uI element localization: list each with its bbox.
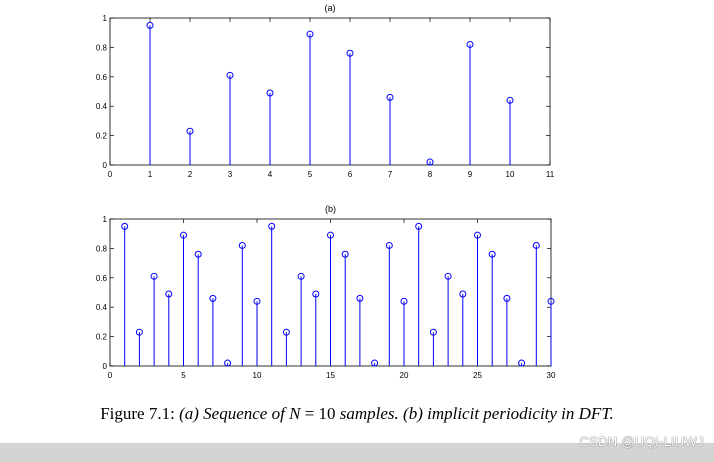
stem-marker bbox=[180, 231, 187, 239]
y-tick-label: 0.6 bbox=[96, 73, 108, 82]
stem-marker bbox=[194, 250, 202, 258]
stem-marker bbox=[385, 241, 393, 249]
x-tick-label: 9 bbox=[468, 170, 473, 179]
x-tick-label: 3 bbox=[228, 170, 233, 179]
stem-marker bbox=[306, 30, 314, 38]
stem-marker bbox=[224, 359, 232, 367]
x-tick-label: 0 bbox=[108, 371, 113, 380]
x-tick-label: 6 bbox=[348, 170, 353, 179]
stem-marker bbox=[282, 328, 290, 336]
stem-marker bbox=[466, 40, 474, 48]
y-tick-label: 0.2 bbox=[96, 333, 108, 342]
x-tick-label: 15 bbox=[326, 371, 335, 380]
caption-label: Figure 7.1: bbox=[100, 404, 175, 423]
stem-marker bbox=[186, 127, 194, 135]
x-tick-label: 5 bbox=[181, 371, 186, 380]
stem-marker bbox=[532, 241, 540, 249]
stem-marker bbox=[341, 250, 349, 258]
stem-marker bbox=[400, 297, 408, 305]
panel-b: (b) 0 5 10 15 20 25 30 0 0.2 0.4 0.6 0.8 1 bbox=[96, 204, 556, 380]
x-tick-label: 0 bbox=[108, 170, 113, 179]
stem-marker bbox=[121, 222, 129, 230]
stem-marker bbox=[312, 290, 320, 298]
stem-marker bbox=[506, 96, 514, 104]
x-tick-label: 30 bbox=[547, 371, 556, 380]
stem-marker bbox=[503, 294, 511, 302]
stem-marker bbox=[266, 89, 274, 97]
caption-desc-after: samples. (b) implicit periodicity in DFT… bbox=[339, 404, 614, 423]
y-tick-label: 0.2 bbox=[96, 132, 108, 141]
x-tick-label: 20 bbox=[400, 371, 409, 380]
caption-n-value: 10 bbox=[318, 404, 336, 423]
x-tick-label: 5 bbox=[308, 170, 313, 179]
stem-marker bbox=[253, 297, 261, 305]
plot-area-a bbox=[109, 17, 551, 166]
y-tick-label: 0.4 bbox=[96, 102, 108, 111]
caption-desc-before: (a) Sequence of bbox=[179, 404, 285, 423]
stem-marker bbox=[297, 272, 305, 280]
stem-marker bbox=[165, 290, 173, 298]
figure-caption: Figure 7.1: (a) Sequence of N = 10 sampl… bbox=[0, 404, 714, 424]
stem-marker bbox=[459, 290, 467, 298]
y-tick-label: 1 bbox=[103, 14, 108, 23]
chart-title-a: (a) bbox=[325, 3, 336, 13]
stem-marker bbox=[209, 294, 217, 302]
caption-equals: = bbox=[304, 404, 315, 423]
stem-marker bbox=[150, 272, 158, 280]
stem-marker bbox=[327, 231, 334, 239]
stem-marker bbox=[547, 297, 555, 305]
stem-marker bbox=[474, 231, 481, 239]
x-tick-label: 7 bbox=[388, 170, 393, 179]
stem-marker bbox=[371, 359, 379, 367]
watermark: CSDN @UQI-LIUWJ bbox=[579, 434, 704, 449]
stem-marker bbox=[356, 294, 364, 302]
chart-title-b: (b) bbox=[325, 204, 336, 214]
x-tick-label: 11 bbox=[546, 170, 555, 179]
stem-marker bbox=[415, 222, 423, 230]
y-tick-label: 0.8 bbox=[96, 244, 108, 253]
x-tick-label: 8 bbox=[428, 170, 433, 179]
x-tick-label: 10 bbox=[253, 371, 262, 380]
caption-var-n: N bbox=[289, 404, 301, 423]
x-tick-label: 1 bbox=[148, 170, 153, 179]
stem-marker bbox=[346, 49, 354, 57]
y-tick-label: 0.6 bbox=[96, 274, 108, 283]
x-tick-label: 4 bbox=[268, 170, 273, 179]
stem-marker bbox=[426, 158, 434, 166]
x-tick-label: 25 bbox=[473, 371, 482, 380]
stem-marker bbox=[146, 21, 154, 29]
stem-marker bbox=[386, 93, 394, 101]
stem-marker bbox=[238, 241, 246, 249]
stem-marker bbox=[268, 222, 276, 230]
y-tick-label: 0 bbox=[103, 362, 108, 371]
bottom-bar bbox=[0, 443, 714, 462]
stem-marker bbox=[444, 272, 452, 280]
stem-marker bbox=[518, 359, 526, 367]
y-tick-label: 1 bbox=[103, 215, 108, 224]
y-tick-label: 0 bbox=[103, 161, 108, 170]
y-tick-label: 0.8 bbox=[96, 43, 108, 52]
y-tick-label: 0.4 bbox=[96, 303, 108, 312]
stem-marker bbox=[226, 71, 234, 79]
x-tick-label: 10 bbox=[506, 170, 515, 179]
panel-a: (a) 0 1 2 3 4 5 6 7 8 9 10 11 0 0.2 0.4 0.6 0.8 1 bbox=[96, 3, 555, 179]
x-tick-label: 2 bbox=[188, 170, 193, 179]
stem-marker bbox=[488, 250, 496, 258]
stem-marker bbox=[135, 328, 143, 336]
stem-marker bbox=[429, 328, 437, 336]
